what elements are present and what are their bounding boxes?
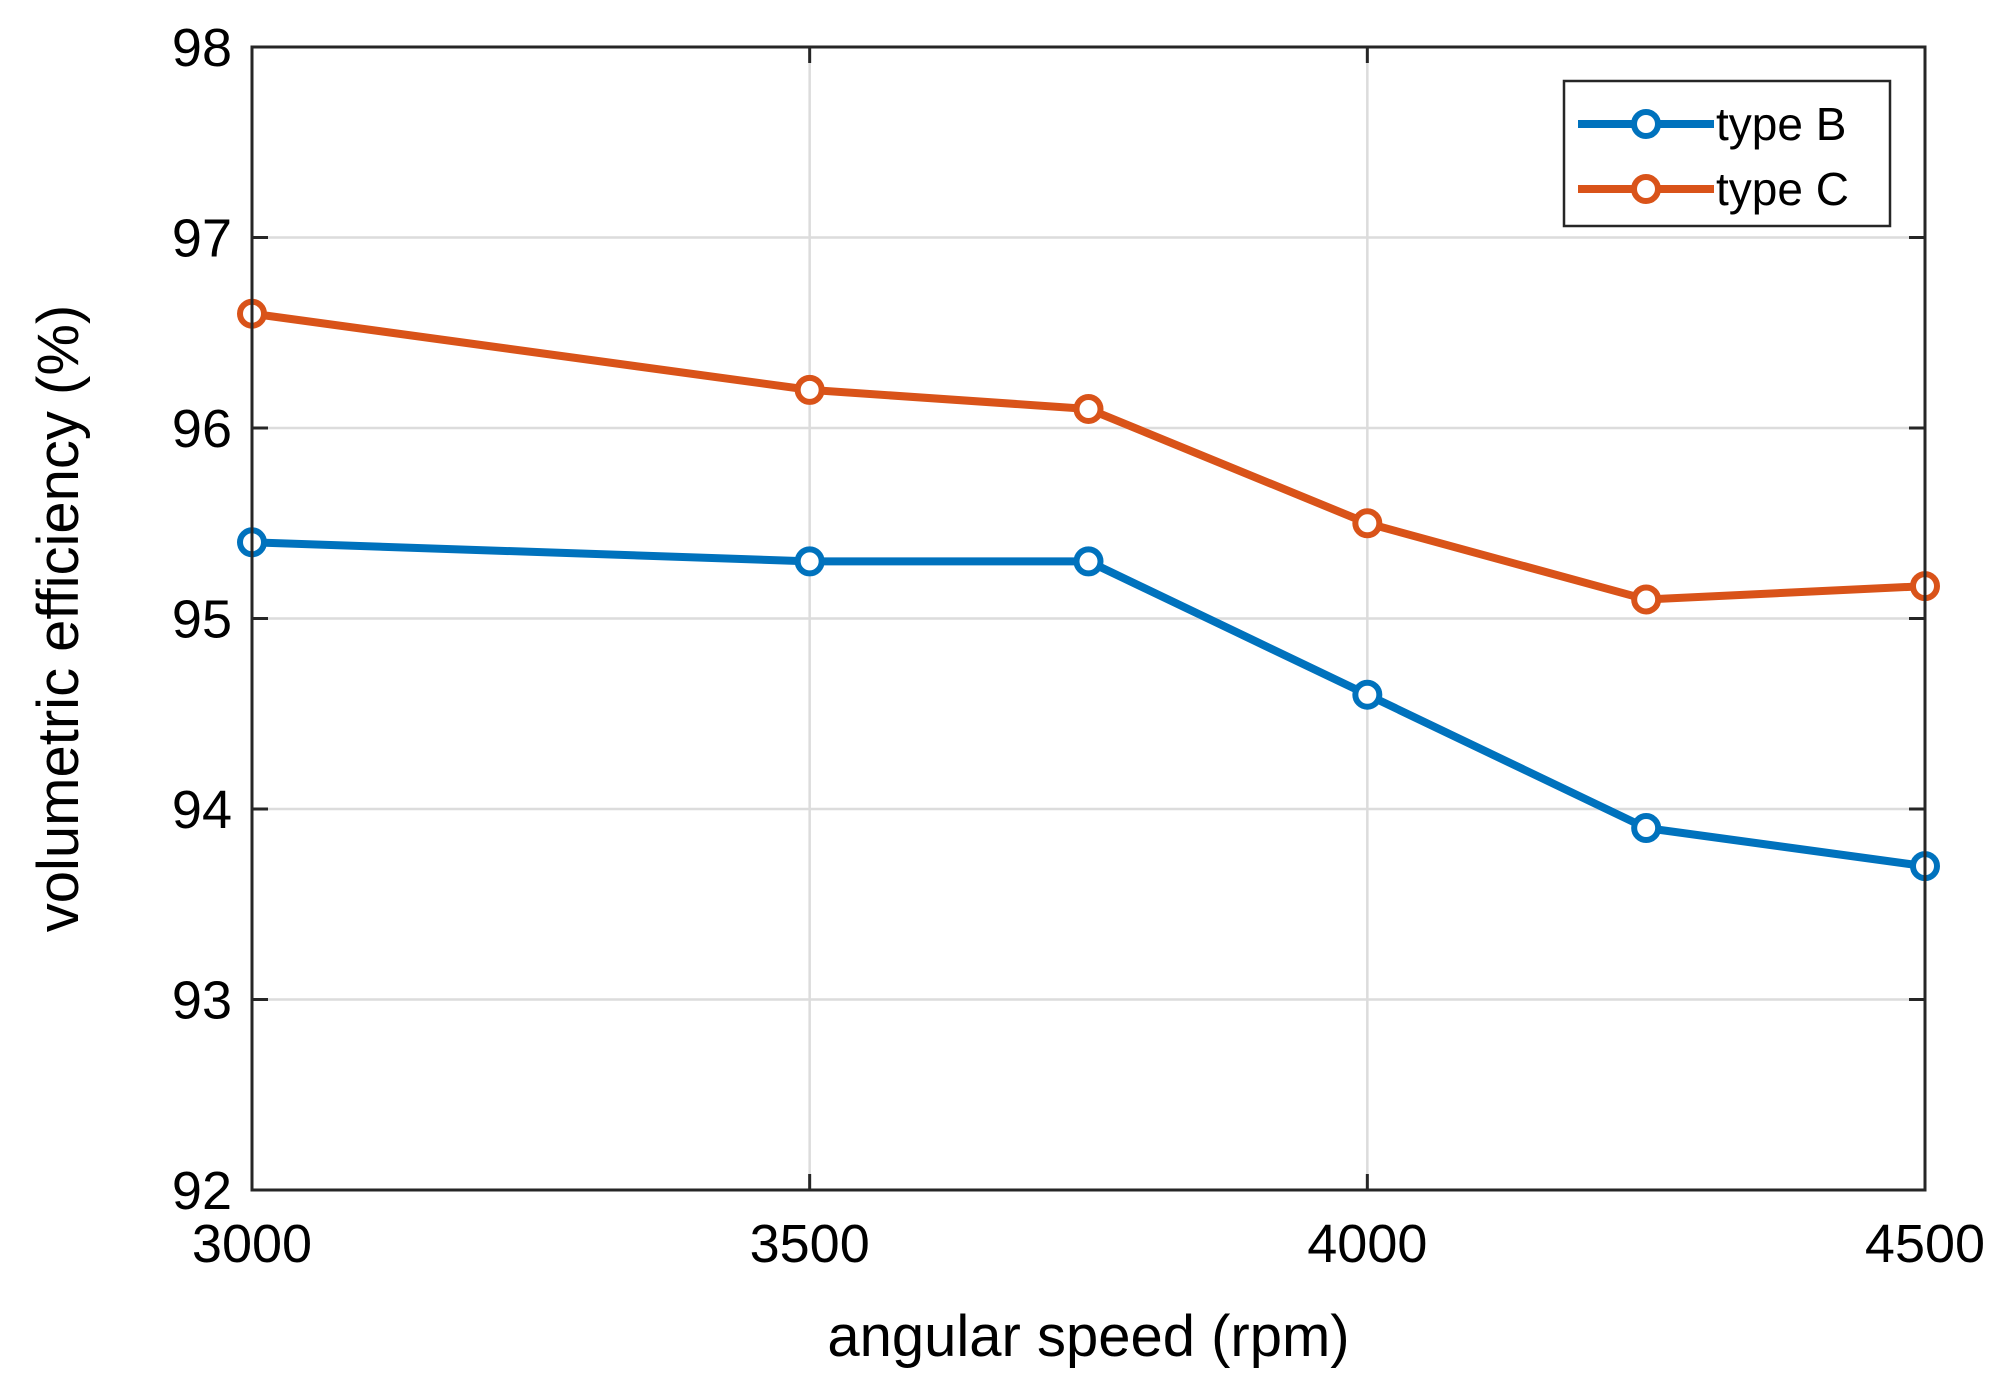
x-tick-label: 3000 — [192, 1214, 312, 1274]
y-tick-label: 94 — [172, 780, 232, 840]
x-axis-label: angular speed (rpm) — [827, 1304, 1349, 1369]
y-tick-label: 92 — [172, 1161, 232, 1221]
data-point — [1073, 546, 1104, 577]
series-type-C — [237, 298, 1940, 615]
y-tick-label: 98 — [172, 18, 232, 78]
legend-item: type B — [1578, 98, 1846, 150]
x-tick-label: 4500 — [1865, 1214, 1985, 1274]
x-tick-label: 3500 — [750, 1214, 870, 1274]
y-tick-label: 97 — [172, 209, 232, 269]
data-point — [1352, 679, 1383, 710]
legend-label: type C — [1716, 163, 1849, 215]
series-line — [248, 538, 1929, 871]
series-type-B — [237, 527, 1940, 882]
y-tick-label: 93 — [172, 971, 232, 1031]
data-point — [794, 374, 825, 405]
series-line — [248, 309, 1929, 604]
y-tick-label: 96 — [172, 399, 232, 459]
legend-label: type B — [1716, 98, 1846, 150]
legend: type B type C — [1562, 79, 1892, 228]
legend-marker — [1631, 174, 1661, 204]
legend-box — [1562, 79, 1892, 228]
legend-item: type C — [1578, 163, 1849, 215]
y-axis-label: volumetric efficiency (%) — [26, 305, 91, 932]
data-point — [1631, 813, 1662, 844]
data-point — [1631, 584, 1662, 615]
series-layer — [237, 298, 1940, 882]
data-point — [1073, 393, 1104, 424]
data-point — [1352, 508, 1383, 539]
tick-labels: 3000 3500 4000 4500 92 93 94 95 96 97 98 — [172, 18, 1985, 1274]
axis-ticks — [250, 45, 1927, 1192]
x-tick-label: 4000 — [1307, 1214, 1427, 1274]
y-tick-label: 95 — [172, 590, 232, 650]
data-point — [794, 546, 825, 577]
legend-marker — [1631, 109, 1661, 139]
